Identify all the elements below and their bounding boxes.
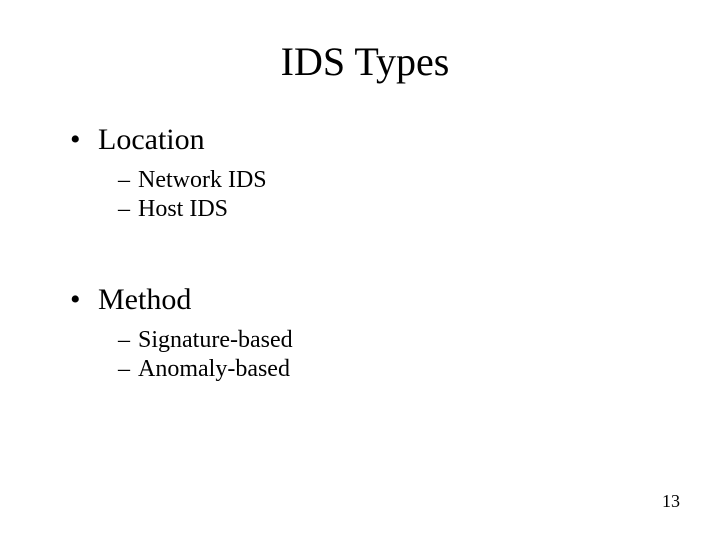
- section-heading-method: •Method: [70, 283, 670, 317]
- slide-container: IDS Types •Location –Network IDS –Host I…: [0, 0, 720, 540]
- dash-icon: –: [118, 196, 138, 223]
- list-item-text: Host IDS: [138, 196, 228, 222]
- list-item-text: Network IDS: [138, 167, 267, 193]
- page-number: 13: [662, 491, 680, 512]
- dash-icon: –: [118, 167, 138, 194]
- list-item: –Anomaly-based: [118, 356, 670, 383]
- bullet-icon: •: [70, 123, 98, 157]
- spacer: [60, 225, 670, 283]
- section-heading-text: Location: [98, 123, 205, 156]
- list-item-text: Signature-based: [138, 327, 293, 353]
- section-heading-location: •Location: [70, 123, 670, 157]
- list-item-text: Anomaly-based: [138, 356, 290, 382]
- dash-icon: –: [118, 356, 138, 383]
- bullet-icon: •: [70, 283, 98, 317]
- list-item: –Signature-based: [118, 327, 670, 354]
- list-item: –Network IDS: [118, 167, 670, 194]
- section-heading-text: Method: [98, 283, 191, 316]
- list-item: –Host IDS: [118, 196, 670, 223]
- dash-icon: –: [118, 327, 138, 354]
- slide-title: IDS Types: [60, 38, 670, 85]
